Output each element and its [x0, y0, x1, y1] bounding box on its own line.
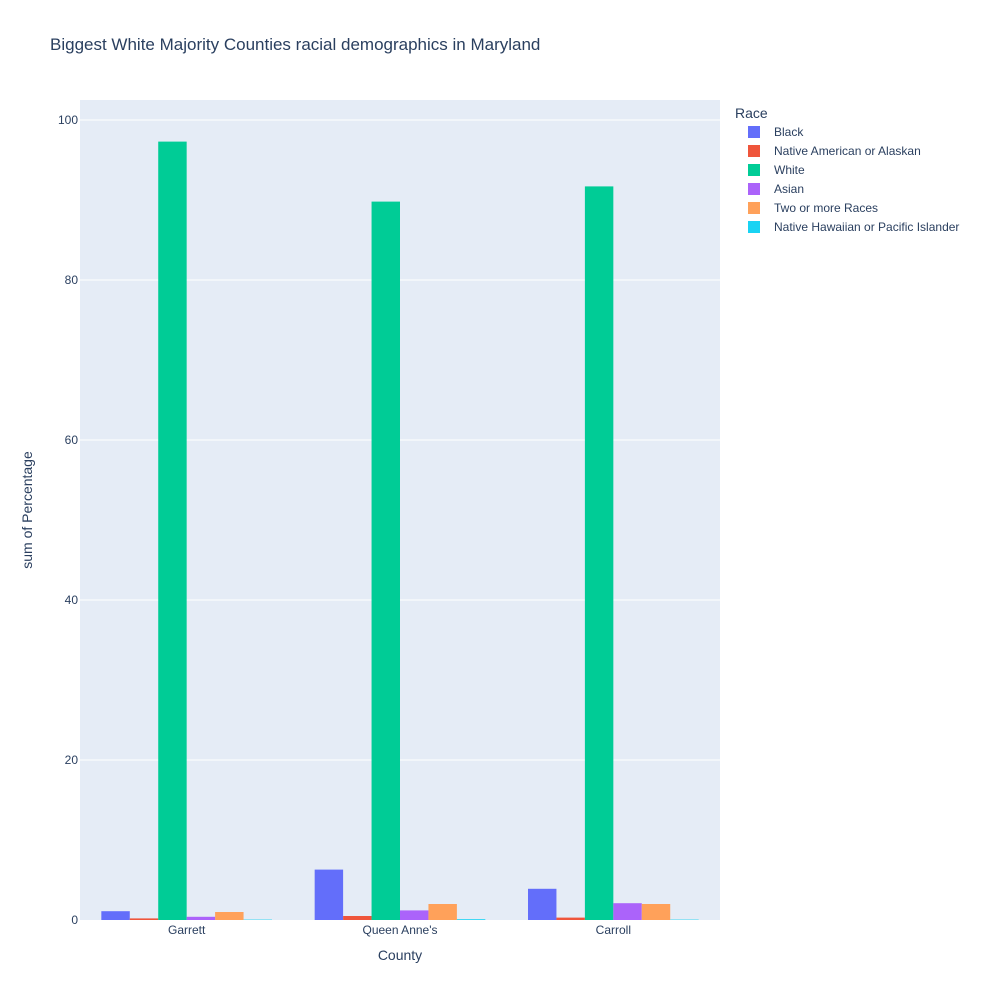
- bars: [101, 141, 699, 921]
- bar[interactable]: [584, 186, 614, 920]
- y-tick-labels: 0 20 40 60 80 100: [58, 113, 78, 927]
- legend-item[interactable]: Native American or Alaskan: [748, 144, 921, 158]
- legend-label: Native American or Alaskan: [774, 144, 921, 158]
- legend[interactable]: Black Native American or Alaskan White Asia…: [748, 125, 959, 234]
- legend-label: Two or more Races: [774, 201, 878, 215]
- x-axis-title: County: [378, 947, 422, 963]
- legend-title: Race: [735, 105, 768, 121]
- y-tick-label: 20: [65, 753, 79, 767]
- legend-swatch: [748, 183, 760, 195]
- legend-label: White: [774, 163, 805, 177]
- bar[interactable]: [158, 141, 187, 921]
- legend-swatch: [748, 221, 760, 233]
- bar[interactable]: [186, 916, 216, 920]
- bar[interactable]: [641, 904, 671, 920]
- chart-title: Biggest White Majority Counties racial d…: [50, 35, 540, 54]
- bar[interactable]: [400, 910, 429, 920]
- legend-swatch: [748, 202, 760, 214]
- legend-label: Black: [774, 125, 804, 139]
- bar[interactable]: [314, 869, 344, 920]
- y-tick-label: 40: [65, 593, 79, 607]
- x-tick-label: Carroll: [596, 923, 631, 937]
- y-tick-label: 100: [58, 113, 78, 127]
- y-tick-label: 80: [65, 273, 79, 287]
- legend-label: Asian: [774, 182, 804, 196]
- legend-item[interactable]: Two or more Races: [748, 201, 878, 215]
- legend-item[interactable]: White: [748, 163, 805, 177]
- bar[interactable]: [101, 911, 130, 920]
- bar[interactable]: [528, 888, 557, 920]
- legend-item[interactable]: Black: [748, 125, 804, 139]
- bar[interactable]: [343, 916, 372, 920]
- legend-item[interactable]: Asian: [748, 182, 804, 196]
- bar[interactable]: [371, 201, 400, 921]
- bar[interactable]: [613, 903, 642, 920]
- bar[interactable]: [129, 918, 159, 920]
- legend-swatch: [748, 126, 760, 138]
- legend-swatch: [748, 164, 760, 176]
- x-tick-label: Queen Anne's: [362, 923, 437, 937]
- x-tick-labels: Garrett Queen Anne's Carroll: [168, 923, 631, 937]
- bar[interactable]: [428, 904, 457, 920]
- bar[interactable]: [215, 912, 244, 920]
- x-tick-label: Garrett: [168, 923, 206, 937]
- y-tick-label: 0: [71, 913, 78, 927]
- bar[interactable]: [456, 919, 486, 920]
- legend-item[interactable]: Native Hawaiian or Pacific Islander: [748, 220, 959, 234]
- legend-label: Native Hawaiian or Pacific Islander: [774, 220, 959, 234]
- y-tick-label: 60: [65, 433, 79, 447]
- legend-swatch: [748, 145, 760, 157]
- y-axis-title: sum of Percentage: [19, 451, 35, 569]
- bar[interactable]: [556, 917, 585, 920]
